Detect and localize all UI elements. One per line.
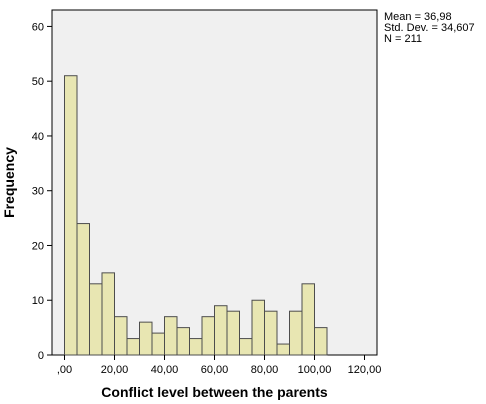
x-tick-label: 60,00 xyxy=(201,364,229,376)
histogram-bar xyxy=(139,321,153,356)
y-axis-title: Frequency xyxy=(1,147,17,218)
y-tick-label: 60 xyxy=(32,21,44,33)
histogram-bar xyxy=(114,316,128,356)
stat-n: N = 211 xyxy=(384,33,422,45)
histogram-bar xyxy=(151,332,165,356)
histogram-bar xyxy=(226,310,240,356)
y-tick-label: 20 xyxy=(32,240,44,252)
histogram-bar xyxy=(189,338,203,356)
histogram-bar xyxy=(176,327,190,356)
x-tick-label: 120,00 xyxy=(348,364,382,376)
x-tick-label: 100,00 xyxy=(298,364,332,376)
histogram-bar xyxy=(239,338,253,356)
histogram-bar xyxy=(301,283,315,356)
x-tick-label: 40,00 xyxy=(151,364,179,376)
histogram-bar xyxy=(201,316,215,356)
histogram-bars xyxy=(64,75,328,356)
y-tick-label: 30 xyxy=(32,186,44,198)
y-tick-label: 0 xyxy=(38,350,44,362)
histogram-bar xyxy=(289,310,303,356)
y-tick-label: 40 xyxy=(32,131,44,143)
stat-std-dev: Std. Dev. = 34,607 xyxy=(384,22,475,34)
histogram-bar xyxy=(251,299,265,356)
x-axis-title: Conflict level between the parents xyxy=(101,384,328,400)
stat-mean: Mean = 36,98 xyxy=(384,11,452,23)
histogram-bar xyxy=(76,223,90,356)
x-tick-label: ,00 xyxy=(57,364,72,376)
y-tick-label: 50 xyxy=(32,76,44,88)
histogram-bar xyxy=(164,316,178,356)
histogram-bar xyxy=(64,75,78,356)
histogram-bar xyxy=(264,310,278,356)
y-tick-label: 10 xyxy=(32,295,44,307)
x-axis: ,00 20,00 40,00 60,00 80,00 100,00 120,00 xyxy=(57,355,381,376)
x-tick-label: 20,00 xyxy=(101,364,129,376)
y-axis: 0 10 20 30 40 50 60 xyxy=(32,21,52,362)
histogram-bar xyxy=(89,283,103,356)
histogram-bar xyxy=(214,305,228,356)
histogram-bar xyxy=(314,327,328,356)
x-tick-label: 80,00 xyxy=(251,364,279,376)
histogram-bar xyxy=(276,343,290,356)
histogram-bar xyxy=(101,272,115,356)
histogram-bar xyxy=(126,338,140,356)
statistics-box: Mean = 36,98 Std. Dev. = 34,607 N = 211 xyxy=(384,11,475,45)
